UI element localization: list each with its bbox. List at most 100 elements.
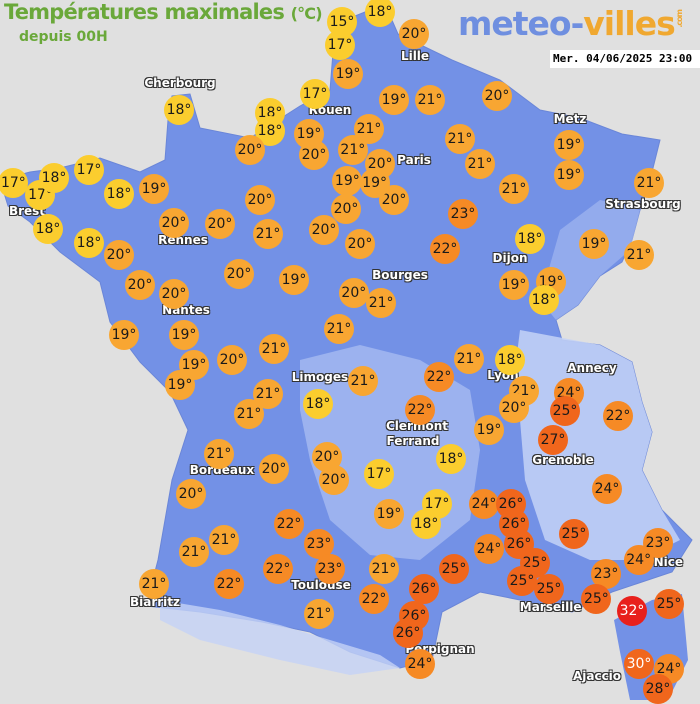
temperature-marker: 21° [139, 569, 169, 599]
city-label: Limoges [291, 370, 349, 384]
temperature-value: 18° [35, 221, 61, 237]
temperature-value: 21° [636, 175, 662, 191]
temperature-marker: 23° [315, 553, 345, 584]
temperature-value: 17° [302, 85, 328, 102]
temperature-value: 20° [333, 201, 359, 217]
temperature-value: 21° [326, 321, 352, 337]
temperature-value: 24° [626, 552, 652, 569]
temperature-value: 26° [506, 536, 532, 552]
temperature-value: 25° [561, 526, 587, 542]
temperature-marker: 21° [465, 149, 495, 179]
temperature-marker: 19° [474, 415, 504, 445]
temperature-value: 19° [556, 137, 582, 153]
temperature-value: 20° [501, 400, 527, 417]
temperature-value: 25° [583, 591, 609, 607]
temperature-value: 18° [305, 396, 331, 412]
temperature-marker: 21° [499, 174, 529, 204]
temperature-value: 18° [106, 186, 132, 202]
temperature-marker: 18° [529, 284, 559, 315]
temperature-value: 20° [247, 192, 273, 208]
city-label: Grenoble [532, 453, 594, 467]
temperature-marker: 24° [405, 649, 435, 680]
temperature-value: 22° [407, 401, 433, 418]
temperature-value: 19° [167, 377, 193, 393]
temperature-marker: 18° [495, 344, 525, 375]
city-label: Metz [553, 112, 587, 126]
temperature-marker: 17° [300, 78, 330, 109]
temperature-value: 20° [226, 266, 252, 282]
temperature-marker: 18° [365, 0, 395, 27]
temperature-value: 19° [334, 173, 360, 189]
temperature-value: 20° [178, 486, 204, 502]
temperature-marker: 21° [454, 344, 484, 374]
title-unit: (°C) [290, 4, 323, 23]
temperature-marker: 20° [331, 194, 361, 224]
temperature-value: 19° [181, 357, 207, 373]
temperature-marker: 25° [439, 554, 469, 584]
temperature-value: 17° [76, 162, 102, 178]
temperature-value: 21° [447, 131, 473, 147]
temperature-value: 23° [450, 206, 476, 222]
temperature-value: 18° [413, 516, 439, 532]
temperature-value: 22° [276, 516, 302, 532]
temperature-marker: 22° [405, 394, 435, 425]
temperature-value: 24° [471, 496, 497, 512]
temperature-marker: 20° [245, 185, 275, 215]
temperature-marker: 20° [224, 259, 254, 289]
temperature-value: 21° [306, 606, 332, 622]
temperature-value: 20° [301, 147, 327, 163]
temperature-value: 18° [367, 4, 393, 20]
temperature-value: 19° [171, 327, 197, 343]
temperature-marker: 19° [169, 320, 199, 350]
temperature-marker: 26° [393, 617, 423, 648]
temperature-value: 21° [181, 544, 207, 560]
temperature-marker: 25° [559, 519, 589, 549]
temperature-marker: 20° [159, 208, 189, 238]
temperature-value: 21° [255, 386, 281, 402]
temperature-marker: 19° [359, 167, 390, 198]
temperature-marker: 20° [299, 140, 329, 170]
temperature-marker: 21° [366, 288, 397, 318]
city-label: Cherbourg [144, 76, 216, 90]
temperature-marker: 32° [617, 596, 647, 626]
temperature-value: 21° [206, 445, 232, 462]
temperature-value: 20° [321, 472, 347, 488]
temperature-marker: 19° [109, 320, 139, 350]
temperature-value: 21° [626, 247, 652, 263]
temperature-marker: 21° [234, 399, 264, 429]
temperature-value: 23° [317, 560, 343, 577]
temperature-marker: 21° [324, 314, 354, 344]
temperature-value: 21° [255, 226, 281, 242]
temperature-marker: 20° [345, 229, 375, 259]
temperature-marker: 17° [325, 30, 355, 60]
temperature-value: 23° [645, 534, 671, 551]
city-label: Annecy [567, 361, 617, 375]
city-label: Bordeaux [189, 462, 255, 477]
temperature-value: 20° [347, 236, 373, 252]
temperature-value: 20° [401, 26, 427, 42]
temperature-value: 17° [0, 175, 26, 191]
temperature-marker: 22° [603, 401, 633, 431]
temperature-marker: 21° [204, 438, 234, 469]
temperature-value: 19° [335, 66, 361, 82]
city-label: Ferrand [386, 434, 440, 448]
temperature-marker: 18° [33, 214, 63, 244]
map-subtitle: depuis 00H [19, 29, 108, 45]
temperature-value: 20° [207, 215, 233, 232]
temperature-value: 21° [368, 295, 394, 311]
city-label: Lille [400, 49, 430, 63]
temperature-value: 21° [501, 181, 527, 197]
temperature-marker: 25° [550, 395, 580, 426]
temperature-marker: 30° [624, 649, 654, 679]
temperature-marker: 22° [424, 362, 454, 392]
temperature-marker: 28° [643, 674, 673, 704]
temperature-marker: 20° [125, 270, 155, 300]
temperature-marker: 18° [164, 95, 194, 125]
temperature-marker: 19° [554, 130, 584, 160]
temperature-marker: 20° [482, 81, 512, 111]
temperature-marker: 19° [499, 270, 529, 300]
temperature-value: 23° [306, 536, 332, 552]
temperature-value: 22° [432, 241, 458, 257]
temperature-value: 18° [257, 122, 283, 139]
temperature-value: 32° [619, 603, 645, 619]
